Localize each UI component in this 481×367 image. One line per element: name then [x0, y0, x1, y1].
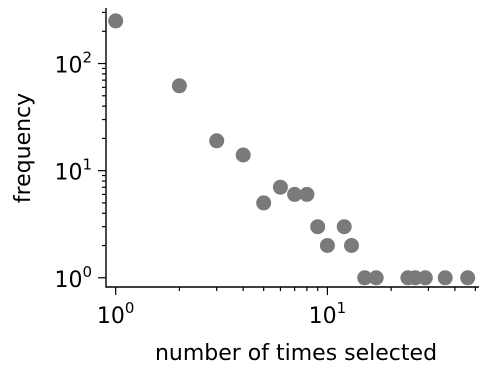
data-point: [209, 133, 225, 149]
data-point: [287, 186, 303, 202]
data-point: [368, 270, 384, 286]
data-point: [336, 219, 352, 235]
x-axis-ticks: 100 101: [97, 287, 476, 329]
y-tick-label: 101: [54, 156, 92, 186]
data-point: [235, 147, 251, 163]
data-point: [437, 270, 453, 286]
data-point: [357, 270, 373, 286]
data-point: [299, 186, 315, 202]
y-tick-label: 102: [54, 49, 92, 79]
data-points: [108, 13, 476, 286]
data-point: [417, 270, 433, 286]
data-point: [108, 13, 124, 29]
plot-area: 100 101 100 101 102: [54, 8, 479, 329]
x-tick-label: 101: [309, 299, 347, 329]
data-point: [256, 195, 272, 211]
data-point: [344, 238, 359, 253]
axes-frame: [105, 8, 479, 288]
data-point: [272, 179, 288, 195]
x-tick-label: 100: [97, 299, 135, 329]
data-point: [171, 78, 187, 94]
y-axis-ticks: 100 101 102: [54, 11, 106, 293]
data-point: [310, 219, 326, 235]
data-point: [319, 238, 335, 253]
x-axis-label: number of times selected: [155, 341, 437, 366]
y-tick-label: 100: [54, 263, 92, 293]
data-point: [460, 270, 476, 286]
y-axis-label: frequency: [11, 93, 36, 203]
